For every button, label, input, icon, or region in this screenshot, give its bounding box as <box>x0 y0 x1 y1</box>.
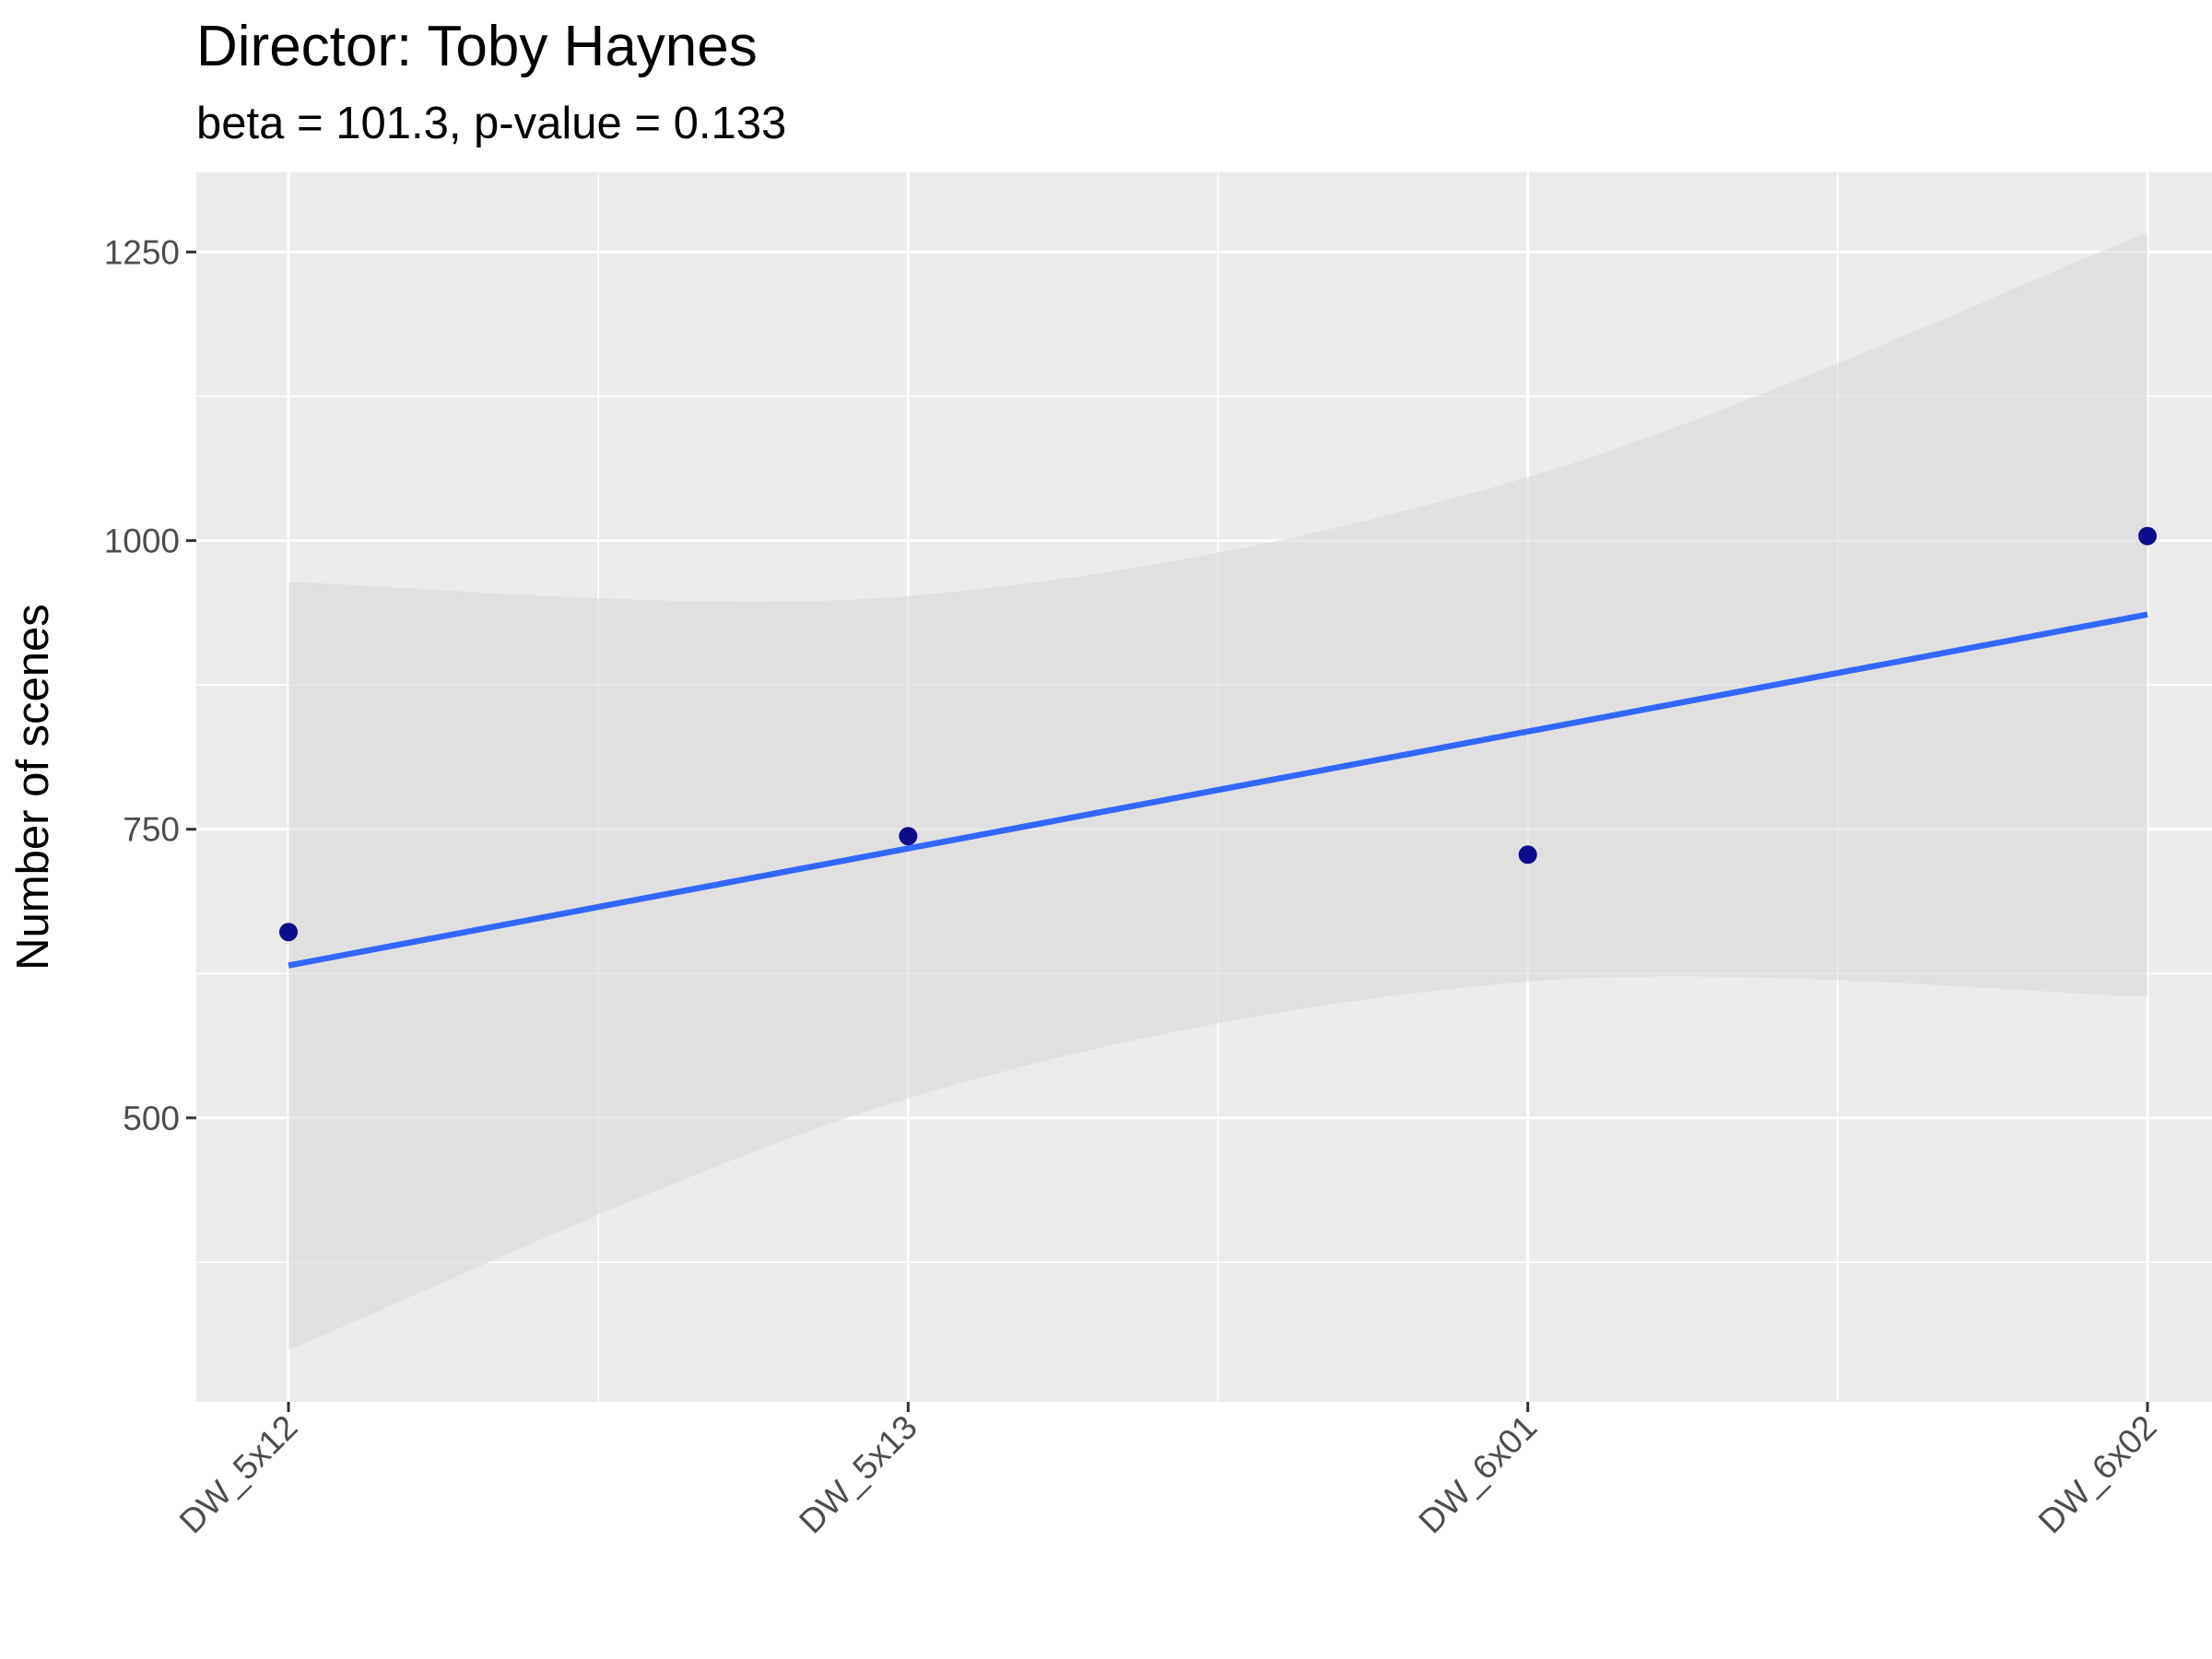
regression-line <box>288 611 2148 969</box>
y-tick-label: 750 <box>123 811 180 849</box>
data-point <box>899 827 918 846</box>
y-axis-title: Number of scenes <box>8 604 58 971</box>
y-axis: 500 750 1000 1250 <box>104 233 196 1137</box>
chart-title: Director: Toby Haynes <box>196 15 758 78</box>
y-tick-label: 500 <box>123 1100 180 1137</box>
data-point <box>279 923 298 942</box>
data-point <box>2138 526 2157 546</box>
x-tick-label: DW_5x12 <box>172 1408 305 1541</box>
x-tick-label: DW_5x13 <box>792 1408 924 1541</box>
x-tick-label: DW_6x01 <box>1411 1408 1544 1541</box>
y-tick-label: 1250 <box>104 233 180 271</box>
x-axis: DW_5x12 DW_5x13 DW_6x01 DW_6x02 <box>172 1402 2164 1541</box>
data-points <box>279 526 2157 942</box>
data-point <box>1518 845 1537 865</box>
chart-subtitle: beta = 101.3, p-value = 0.133 <box>196 99 786 148</box>
y-tick-label: 1000 <box>104 523 180 560</box>
x-tick-label: DW_6x02 <box>2031 1408 2164 1541</box>
